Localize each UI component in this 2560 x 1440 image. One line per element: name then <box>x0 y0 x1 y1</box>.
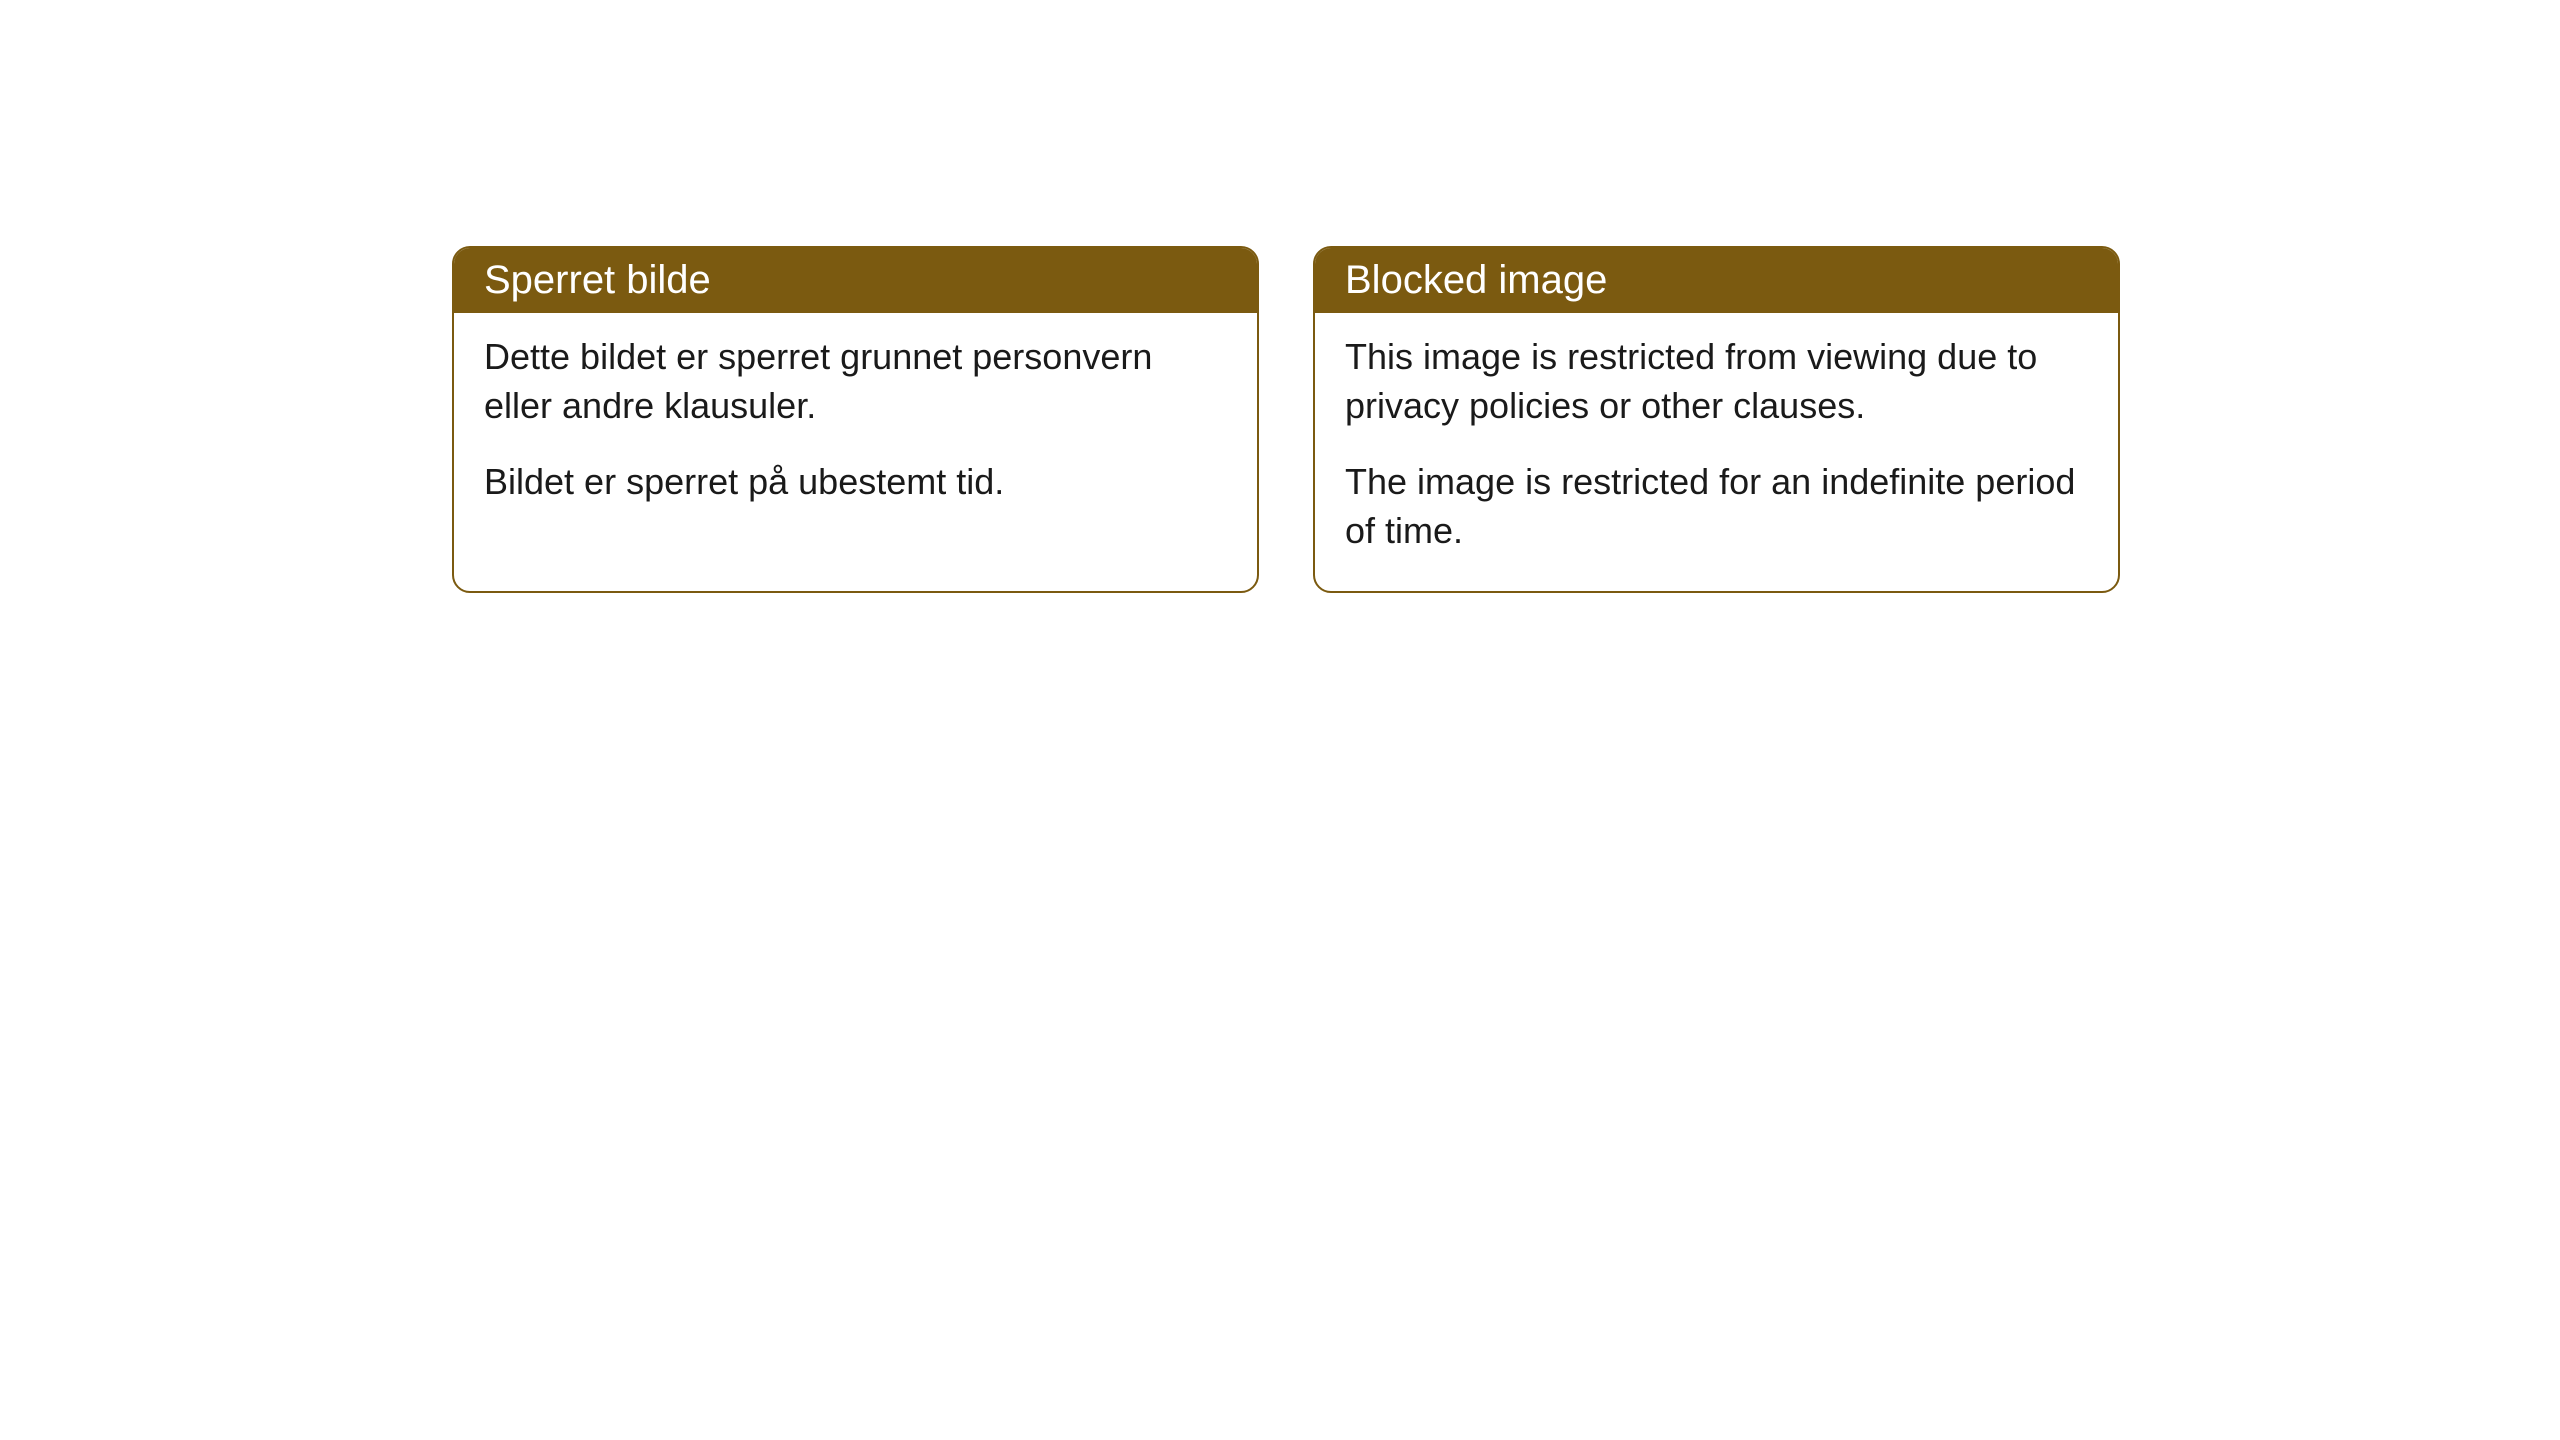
card-body-norwegian: Dette bildet er sperret grunnet personve… <box>454 313 1257 543</box>
cards-container: Sperret bilde Dette bildet er sperret gr… <box>452 246 2120 593</box>
card-title: Blocked image <box>1345 258 1607 302</box>
card-paragraph: Bildet er sperret på ubestemt tid. <box>484 458 1227 507</box>
card-norwegian: Sperret bilde Dette bildet er sperret gr… <box>452 246 1259 593</box>
card-body-english: This image is restricted from viewing du… <box>1315 313 2118 591</box>
card-header-norwegian: Sperret bilde <box>454 248 1257 313</box>
card-paragraph: The image is restricted for an indefinit… <box>1345 458 2088 555</box>
card-header-english: Blocked image <box>1315 248 2118 313</box>
card-english: Blocked image This image is restricted f… <box>1313 246 2120 593</box>
card-title: Sperret bilde <box>484 258 711 302</box>
card-paragraph: Dette bildet er sperret grunnet personve… <box>484 333 1227 430</box>
card-paragraph: This image is restricted from viewing du… <box>1345 333 2088 430</box>
